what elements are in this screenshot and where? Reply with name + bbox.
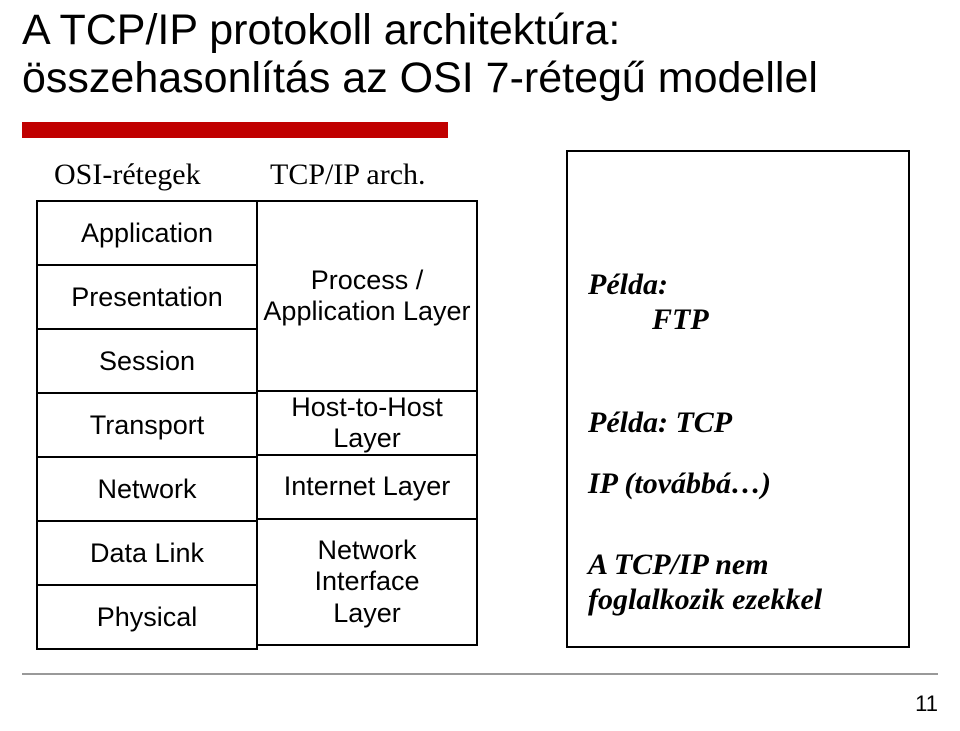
example-ftp-l2: FTP xyxy=(588,303,709,336)
osi-application: Application xyxy=(36,200,258,266)
title-rule xyxy=(22,122,448,138)
tcp-netif-l1: Network xyxy=(317,535,416,565)
osi-physical: Physical xyxy=(36,584,258,650)
tcp-process-l2: Application Layer xyxy=(263,296,470,326)
examples-frame: Példa: FTP Példa: TCP IP (továbbá…) A TC… xyxy=(566,150,910,648)
example-ftp-l1: Példa: xyxy=(588,268,668,301)
osi-column: Application Presentation Session Transpo… xyxy=(36,200,258,650)
example-none: A TCP/IP nem foglalkozik ezekkel xyxy=(588,548,822,617)
example-tcp: Példa: TCP xyxy=(588,406,732,441)
example-ip: IP (továbbá…) xyxy=(588,467,771,502)
tcp-host-l1: Host-to-Host xyxy=(291,392,443,422)
tcp-netif-layer: Network Interface Layer xyxy=(256,518,478,646)
tcp-netif-l2: Interface xyxy=(314,566,419,596)
example-ftp: Példa: FTP xyxy=(588,268,709,337)
bottom-rule xyxy=(22,673,938,675)
tcp-column: Process / Application Layer Host-to-Host… xyxy=(256,200,478,646)
osi-header: OSI-rétegek xyxy=(54,158,201,192)
tcp-host-l2: Layer xyxy=(333,423,401,453)
tcp-host-layer: Host-to-Host Layer xyxy=(256,390,478,456)
tcp-internet-layer: Internet Layer xyxy=(256,454,478,520)
example-none-l2: foglalkozik ezekkel xyxy=(588,583,822,616)
example-none-l1: A TCP/IP nem xyxy=(588,548,769,581)
tcp-netif-l3: Layer xyxy=(333,598,401,628)
slide: A TCP/IP protokoll architektúra: összeha… xyxy=(0,0,960,731)
slide-title: A TCP/IP protokoll architektúra: összeha… xyxy=(22,6,818,102)
title-line-2: összehasonlítás az OSI 7-rétegű modellel xyxy=(22,54,818,102)
tcp-process-layer: Process / Application Layer xyxy=(256,200,478,392)
title-line-1: A TCP/IP protokoll architektúra: xyxy=(22,6,620,54)
osi-transport: Transport xyxy=(36,392,258,458)
page-number: 11 xyxy=(915,691,938,717)
tcp-header: TCP/IP arch. xyxy=(270,158,426,192)
osi-session: Session xyxy=(36,328,258,394)
osi-datalink: Data Link xyxy=(36,520,258,586)
osi-presentation: Presentation xyxy=(36,264,258,330)
osi-network: Network xyxy=(36,456,258,522)
tcp-process-l1: Process / xyxy=(311,265,424,295)
